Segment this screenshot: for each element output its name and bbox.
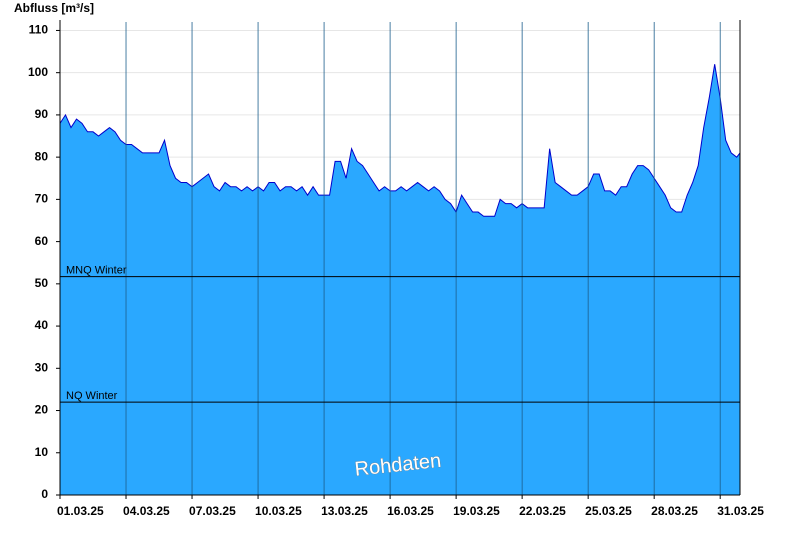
- y-tick-label: 30: [35, 360, 49, 374]
- area: [60, 64, 740, 495]
- y-tick-label: 70: [35, 192, 49, 206]
- y-tick-label: 110: [29, 23, 49, 37]
- x-tick-label: 31.03.25: [717, 504, 764, 518]
- y-tick-label: 0: [41, 487, 48, 501]
- line: [59, 64, 741, 217]
- x-tick-label: 19.03.25: [453, 504, 500, 518]
- y-tick-label: 50: [35, 276, 49, 290]
- y-tick-label: 60: [35, 234, 49, 248]
- x-tick-label: 16.03.25: [387, 504, 434, 518]
- y-tick-label: 80: [35, 149, 49, 163]
- y-tick-label: 20: [35, 403, 49, 417]
- x-tick-label: 07.03.25: [189, 504, 236, 518]
- y-tick-label: 100: [28, 65, 48, 79]
- reference-label: NQ Winter: [66, 390, 118, 402]
- y-axis-label: Abfluss [m³/s]: [14, 1, 94, 15]
- y-tick-label: 40: [35, 318, 49, 332]
- y-tick-label: 10: [35, 445, 49, 459]
- x-tick-label: 10.03.25: [255, 504, 302, 518]
- x-tick-label: 28.03.25: [651, 504, 698, 518]
- x-tick-label: 25.03.25: [585, 504, 632, 518]
- x-tick-label: 01.03.25: [57, 504, 104, 518]
- y-tick-label: 90: [35, 107, 49, 121]
- x-tick-label: 22.03.25: [519, 504, 566, 518]
- reference-label: MNQ Winter: [66, 265, 127, 277]
- x-tick-label: 13.03.25: [321, 504, 368, 518]
- x-tick-label: 04.03.25: [123, 504, 170, 518]
